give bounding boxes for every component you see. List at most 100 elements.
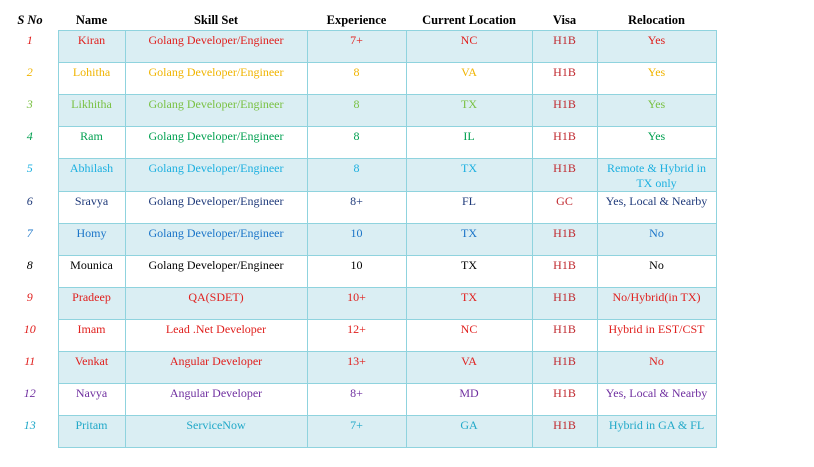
row-experience: 8 <box>306 158 407 192</box>
row-visa: H1B <box>531 126 598 159</box>
table-row: 2 Lohitha Golang Developer/Engineer 8 VA H1B Y… <box>2 62 717 95</box>
row-location: VA <box>405 62 533 95</box>
table-row: 3 Likhitha Golang Developer/Engineer 8 TX H1B… <box>2 94 717 127</box>
header-experience: Experience <box>326 12 387 27</box>
table-row: 13 Pritam ServiceNow 7+ GA H1B Hybrid in GA & … <box>2 415 717 448</box>
row-visa: H1B <box>531 94 598 127</box>
row-location: TX <box>405 287 533 320</box>
header-current-location: Current Location <box>422 12 516 27</box>
table-row: 9 Pradeep QA(SDET) 10+ TX H1B No/Hybrid(in TX) <box>2 287 717 320</box>
row-visa: H1B <box>531 287 598 320</box>
row-location: TX <box>405 94 533 127</box>
row-visa: H1B <box>531 62 598 95</box>
row-relocation: Hybrid in GA & FL <box>596 415 717 448</box>
row-experience: 10 <box>306 255 407 288</box>
table-row: 8 Mounica Golang Developer/Engineer 10 TX H1B… <box>2 255 717 288</box>
row-location: TX <box>405 223 533 256</box>
row-name: Ram <box>57 126 126 159</box>
row-experience: 7+ <box>306 415 407 448</box>
row-experience: 13+ <box>306 351 407 384</box>
row-relocation: No <box>596 351 717 384</box>
table-row: 6 Sravya Golang Developer/Engineer 8+ FL GC Ye… <box>2 191 717 224</box>
row-sno: 9 <box>26 289 33 304</box>
row-experience: 10+ <box>306 287 407 320</box>
row-sno: 6 <box>26 193 33 208</box>
row-name: Venkat <box>57 351 126 384</box>
row-skill-set: Golang Developer/Engineer <box>124 191 308 224</box>
row-name: Lohitha <box>57 62 126 95</box>
row-name: Imam <box>57 319 126 352</box>
row-name: Likhitha <box>57 94 126 127</box>
row-skill-set: Golang Developer/Engineer <box>124 62 308 95</box>
row-sno: 10 <box>23 321 36 336</box>
row-skill-set: Angular Developer <box>124 351 308 384</box>
row-experience: 8 <box>306 94 407 127</box>
row-location: FL <box>405 191 533 224</box>
row-relocation: Yes <box>596 94 717 127</box>
row-experience: 8 <box>306 126 407 159</box>
row-name: Abhilash <box>57 158 126 192</box>
row-name: Sravya <box>57 191 126 224</box>
table-row: 12 Navya Angular Developer 8+ MD H1B Yes, Loca… <box>2 383 717 416</box>
row-name: Pritam <box>57 415 126 448</box>
row-visa: H1B <box>531 158 598 192</box>
row-skill-set: Lead .Net Developer <box>124 319 308 352</box>
row-relocation: Yes, Local & Nearby <box>596 383 717 416</box>
header-name: Name <box>75 12 108 27</box>
row-experience: 8 <box>306 62 407 95</box>
row-relocation: Yes <box>596 30 717 63</box>
row-sno: 11 <box>24 353 36 368</box>
row-visa: H1B <box>531 383 598 416</box>
row-experience: 10 <box>306 223 407 256</box>
row-visa: H1B <box>531 223 598 256</box>
header-relocation: Relocation <box>628 12 685 27</box>
row-relocation: Yes <box>596 126 717 159</box>
row-skill-set: Golang Developer/Engineer <box>124 255 308 288</box>
header-skill-set: Skill Set <box>193 12 239 27</box>
row-sno: 8 <box>26 257 33 272</box>
candidates-table: S No Name Skill Set Experience Current L… <box>2 10 717 448</box>
row-name: Pradeep <box>57 287 126 320</box>
row-sno: 2 <box>26 64 33 79</box>
table-row: 1 Kiran Golang Developer/Engineer 7+ NC H1B Ye… <box>2 30 717 63</box>
row-skill-set: Golang Developer/Engineer <box>124 126 308 159</box>
row-skill-set: Golang Developer/Engineer <box>124 223 308 256</box>
row-visa: H1B <box>531 319 598 352</box>
row-experience: 8+ <box>306 191 407 224</box>
row-experience: 8+ <box>306 383 407 416</box>
row-skill-set: Golang Developer/Engineer <box>124 94 308 127</box>
row-skill-set: Golang Developer/Engineer <box>124 158 308 192</box>
row-name: Homy <box>57 223 126 256</box>
row-skill-set: ServiceNow <box>124 415 308 448</box>
row-location: GA <box>405 415 533 448</box>
row-location: MD <box>405 383 533 416</box>
table-row: 5 Abhilash Golang Developer/Engineer 8 TX H1B… <box>2 158 717 192</box>
row-name: Kiran <box>57 30 126 63</box>
row-relocation: Remote & Hybrid in TX only <box>596 158 717 192</box>
row-sno: 13 <box>23 417 36 432</box>
row-location: TX <box>405 255 533 288</box>
row-location: VA <box>405 351 533 384</box>
table-row: 11 Venkat Angular Developer 13+ VA H1B No <box>2 351 717 384</box>
row-sno: 7 <box>26 225 33 240</box>
row-visa: H1B <box>531 30 598 63</box>
row-relocation: Yes <box>596 62 717 95</box>
row-skill-set: QA(SDET) <box>124 287 308 320</box>
row-visa: H1B <box>531 415 598 448</box>
row-sno: 1 <box>26 32 33 47</box>
row-relocation: No <box>596 255 717 288</box>
table-row: 7 Homy Golang Developer/Engineer 10 TX H1B No <box>2 223 717 256</box>
row-relocation: Hybrid in EST/CST <box>596 319 717 352</box>
header-sno: S No <box>17 12 43 27</box>
row-relocation: No <box>596 223 717 256</box>
table-row: 4 Ram Golang Developer/Engineer 8 IL H1B Yes <box>2 126 717 159</box>
row-visa: H1B <box>531 255 598 288</box>
row-sno: 12 <box>23 385 36 400</box>
row-experience: 7+ <box>306 30 407 63</box>
row-name: Mounica <box>57 255 126 288</box>
row-relocation: No/Hybrid(in TX) <box>596 287 717 320</box>
row-location: TX <box>405 158 533 192</box>
row-location: NC <box>405 319 533 352</box>
row-location: IL <box>405 126 533 159</box>
row-sno: 4 <box>26 128 33 143</box>
